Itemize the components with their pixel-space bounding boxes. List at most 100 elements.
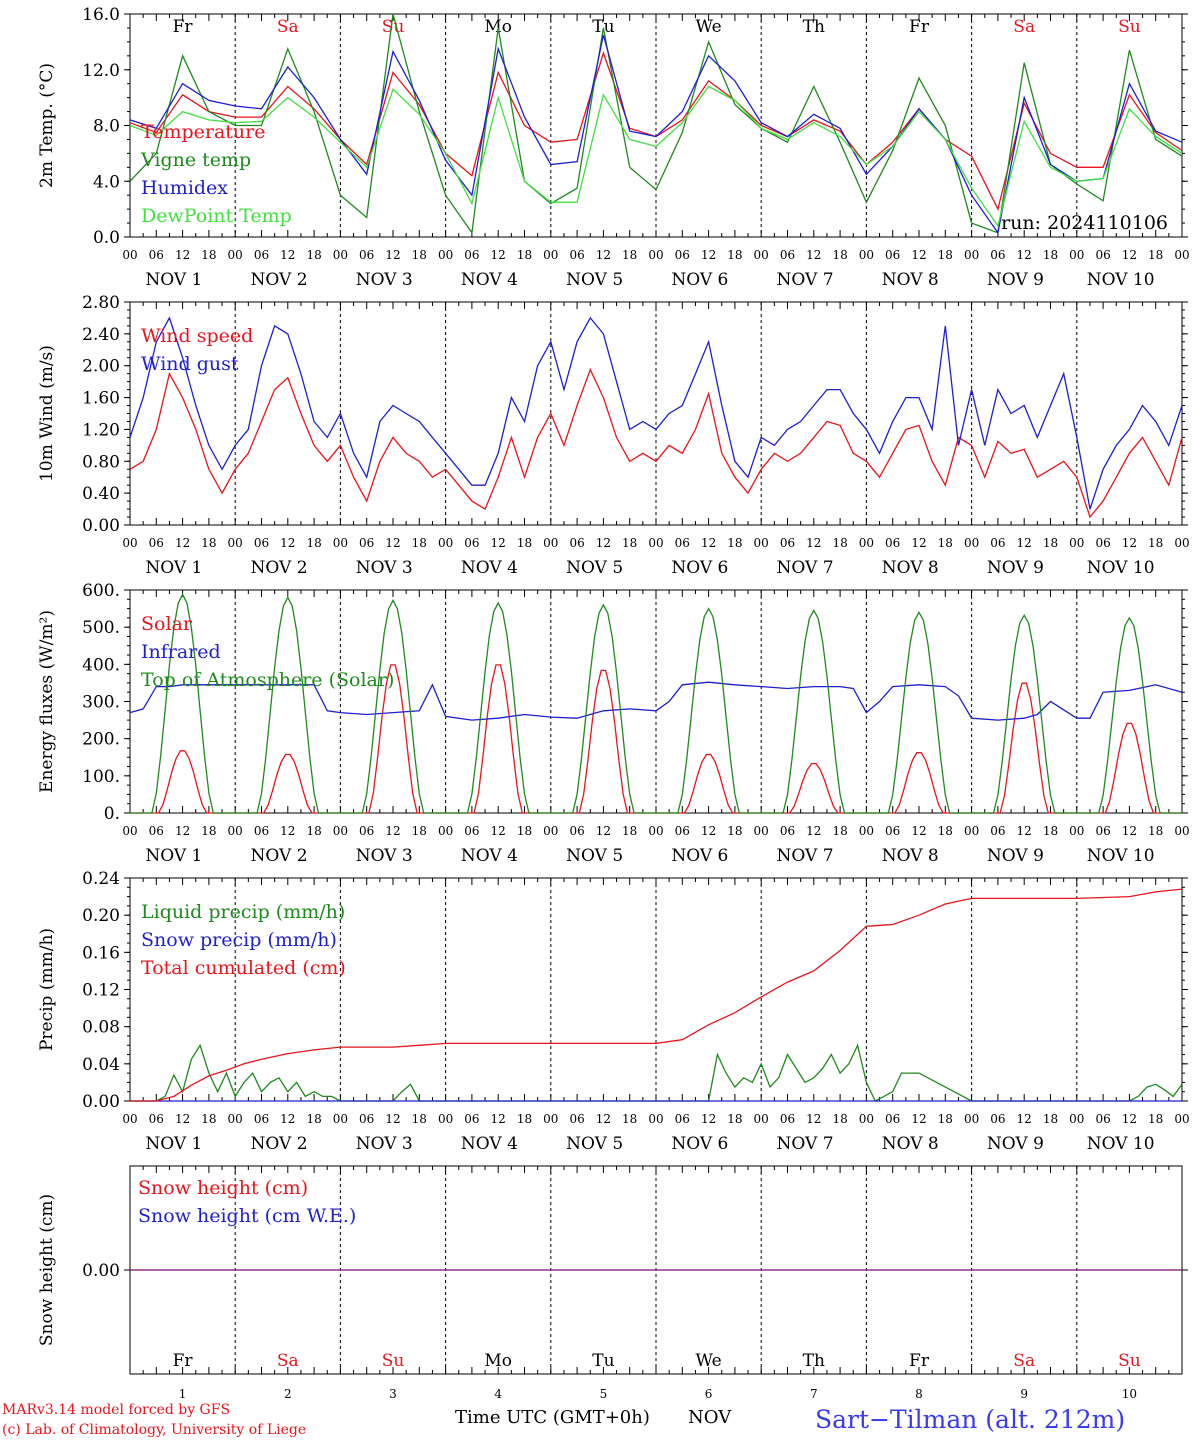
run-annotation: run: 2024110106 xyxy=(1001,212,1168,234)
hour-tick-label: 12 xyxy=(1017,824,1032,838)
y-tick-label: 1.60 xyxy=(82,389,120,409)
hour-tick-label: 06 xyxy=(780,1112,795,1126)
legend-entry: Wind gust xyxy=(141,353,239,375)
hour-tick-label: 00 xyxy=(543,536,558,550)
hour-tick-label: 00 xyxy=(122,824,137,838)
hour-tick-label: 18 xyxy=(412,1112,427,1126)
hour-tick-label: 00 xyxy=(964,1112,979,1126)
hour-tick-label: 18 xyxy=(727,824,742,838)
date-label: NOV 9 xyxy=(987,846,1044,866)
legend-entry: Snow precip (mm/h) xyxy=(141,929,337,951)
hour-tick-label: 00 xyxy=(964,248,979,262)
hour-tick-label: 06 xyxy=(464,248,479,262)
hour-tick-label: 06 xyxy=(149,1112,164,1126)
hour-tick-label: 18 xyxy=(201,824,216,838)
date-label: NOV 7 xyxy=(777,270,834,290)
panel-2: 0.00 0.40 0.80 1.20 1.60 2.00 2.40 2.80 10m Wind… xyxy=(37,293,1190,578)
hour-tick-label: 12 xyxy=(1122,824,1137,838)
hour-tick-label: 18 xyxy=(1043,248,1058,262)
hour-tick-label: 18 xyxy=(622,248,637,262)
hour-tick-label: 12 xyxy=(385,536,400,550)
hour-tick-label: 00 xyxy=(438,248,453,262)
legend-entry: DewPoint Temp xyxy=(141,205,292,227)
hour-tick-label: 12 xyxy=(806,536,821,550)
hour-tick-label: 00 xyxy=(1069,1112,1084,1126)
hour-tick-label: 18 xyxy=(412,824,427,838)
panel-1: 0.0 4.0 8.0 12.0 16.0 2m Temp. (°C) Fr Sa Su Mo Tu… xyxy=(37,5,1190,290)
hour-tick-label: 00 xyxy=(438,824,453,838)
hour-tick-label: 12 xyxy=(806,824,821,838)
hour-tick-label: 06 xyxy=(254,536,269,550)
date-label: NOV 5 xyxy=(566,846,623,866)
hour-tick-label: 12 xyxy=(911,1112,926,1126)
hour-tick-label: 18 xyxy=(306,248,321,262)
hour-tick-label: 06 xyxy=(990,1112,1005,1126)
hour-tick-label: 12 xyxy=(491,248,506,262)
y-tick-label: 300. xyxy=(82,693,120,713)
y-tick-label: 0.24 xyxy=(82,869,120,889)
y-tick-label: 0. xyxy=(104,804,120,824)
hour-tick-label: 00 xyxy=(859,248,874,262)
legend-entry: Humidex xyxy=(141,177,228,199)
hour-tick-label: 06 xyxy=(780,536,795,550)
day-label: Su xyxy=(382,1351,405,1371)
hour-tick-label: 12 xyxy=(280,536,295,550)
hour-tick-label: 06 xyxy=(675,1112,690,1126)
hour-tick-label: 00 xyxy=(438,536,453,550)
hour-tick-label: 12 xyxy=(385,1112,400,1126)
hour-tick-label: 12 xyxy=(385,824,400,838)
panel-3: 0. 100. 200. 300. 400. 500. 600. Energy fluxes … xyxy=(37,581,1190,866)
hour-tick-label: 00 xyxy=(543,824,558,838)
hour-tick-label: 18 xyxy=(832,824,847,838)
y-tick-label: 12.0 xyxy=(82,61,120,81)
hour-tick-label: 06 xyxy=(254,824,269,838)
hour-tick-label: 12 xyxy=(175,248,190,262)
hour-tick-label: 06 xyxy=(569,1112,584,1126)
hour-tick-label: 18 xyxy=(517,824,532,838)
meteogram-panels: 0.0 4.0 8.0 12.0 16.0 2m Temp. (°C) Fr Sa Su Mo Tu… xyxy=(37,5,1190,1401)
y-axis-label: Energy fluxes (W/m²) xyxy=(37,610,57,793)
date-label: NOV 3 xyxy=(356,270,413,290)
y-tick-label: 0.00 xyxy=(82,1092,120,1112)
date-label: NOV 8 xyxy=(882,270,939,290)
date-label: NOV 2 xyxy=(251,846,308,866)
date-label: NOV 9 xyxy=(987,270,1044,290)
hour-tick-label: 18 xyxy=(1043,536,1058,550)
footer-xlabel: Time UTC (GMT+0h) xyxy=(455,1407,650,1428)
date-label: NOV 8 xyxy=(882,558,939,578)
date-label: NOV 5 xyxy=(566,558,623,578)
hour-tick-label: 00 xyxy=(543,1112,558,1126)
hour-tick-label: 12 xyxy=(1017,536,1032,550)
hour-tick-label: 18 xyxy=(938,248,953,262)
hour-tick-label: 18 xyxy=(622,1112,637,1126)
hour-tick-label: 18 xyxy=(1148,536,1163,550)
hour-tick-label: 12 xyxy=(806,1112,821,1126)
date-label: NOV 8 xyxy=(882,1134,939,1154)
date-label: NOV 5 xyxy=(566,270,623,290)
hour-tick-label: 18 xyxy=(832,248,847,262)
hour-tick-label: 12 xyxy=(491,824,506,838)
hour-tick-label: 18 xyxy=(201,1112,216,1126)
hour-tick-label: 12 xyxy=(596,536,611,550)
y-tick-label: 400. xyxy=(82,655,120,675)
day-label: Sa xyxy=(1013,17,1035,37)
hour-tick-label: 00 xyxy=(228,1112,243,1126)
date-label: NOV 2 xyxy=(251,270,308,290)
hour-tick-label: 06 xyxy=(464,824,479,838)
day-number: 1 xyxy=(179,1387,187,1401)
hour-tick-label: 12 xyxy=(596,824,611,838)
hour-tick-label: 06 xyxy=(149,248,164,262)
day-number: 4 xyxy=(494,1387,502,1401)
hour-tick-label: 06 xyxy=(569,536,584,550)
hour-tick-label: 06 xyxy=(780,248,795,262)
hour-tick-label: 06 xyxy=(885,1112,900,1126)
date-label: NOV 10 xyxy=(1087,846,1155,866)
y-tick-label: 0.00 xyxy=(82,516,120,536)
y-tick-label: 600. xyxy=(82,581,120,601)
day-label: Tu xyxy=(592,1351,614,1371)
series-line xyxy=(129,13,1183,235)
hour-tick-label: 06 xyxy=(990,248,1005,262)
day-label: Su xyxy=(1118,17,1141,37)
legend-entry: Temperature xyxy=(141,121,265,143)
date-label: NOV 4 xyxy=(461,270,518,290)
